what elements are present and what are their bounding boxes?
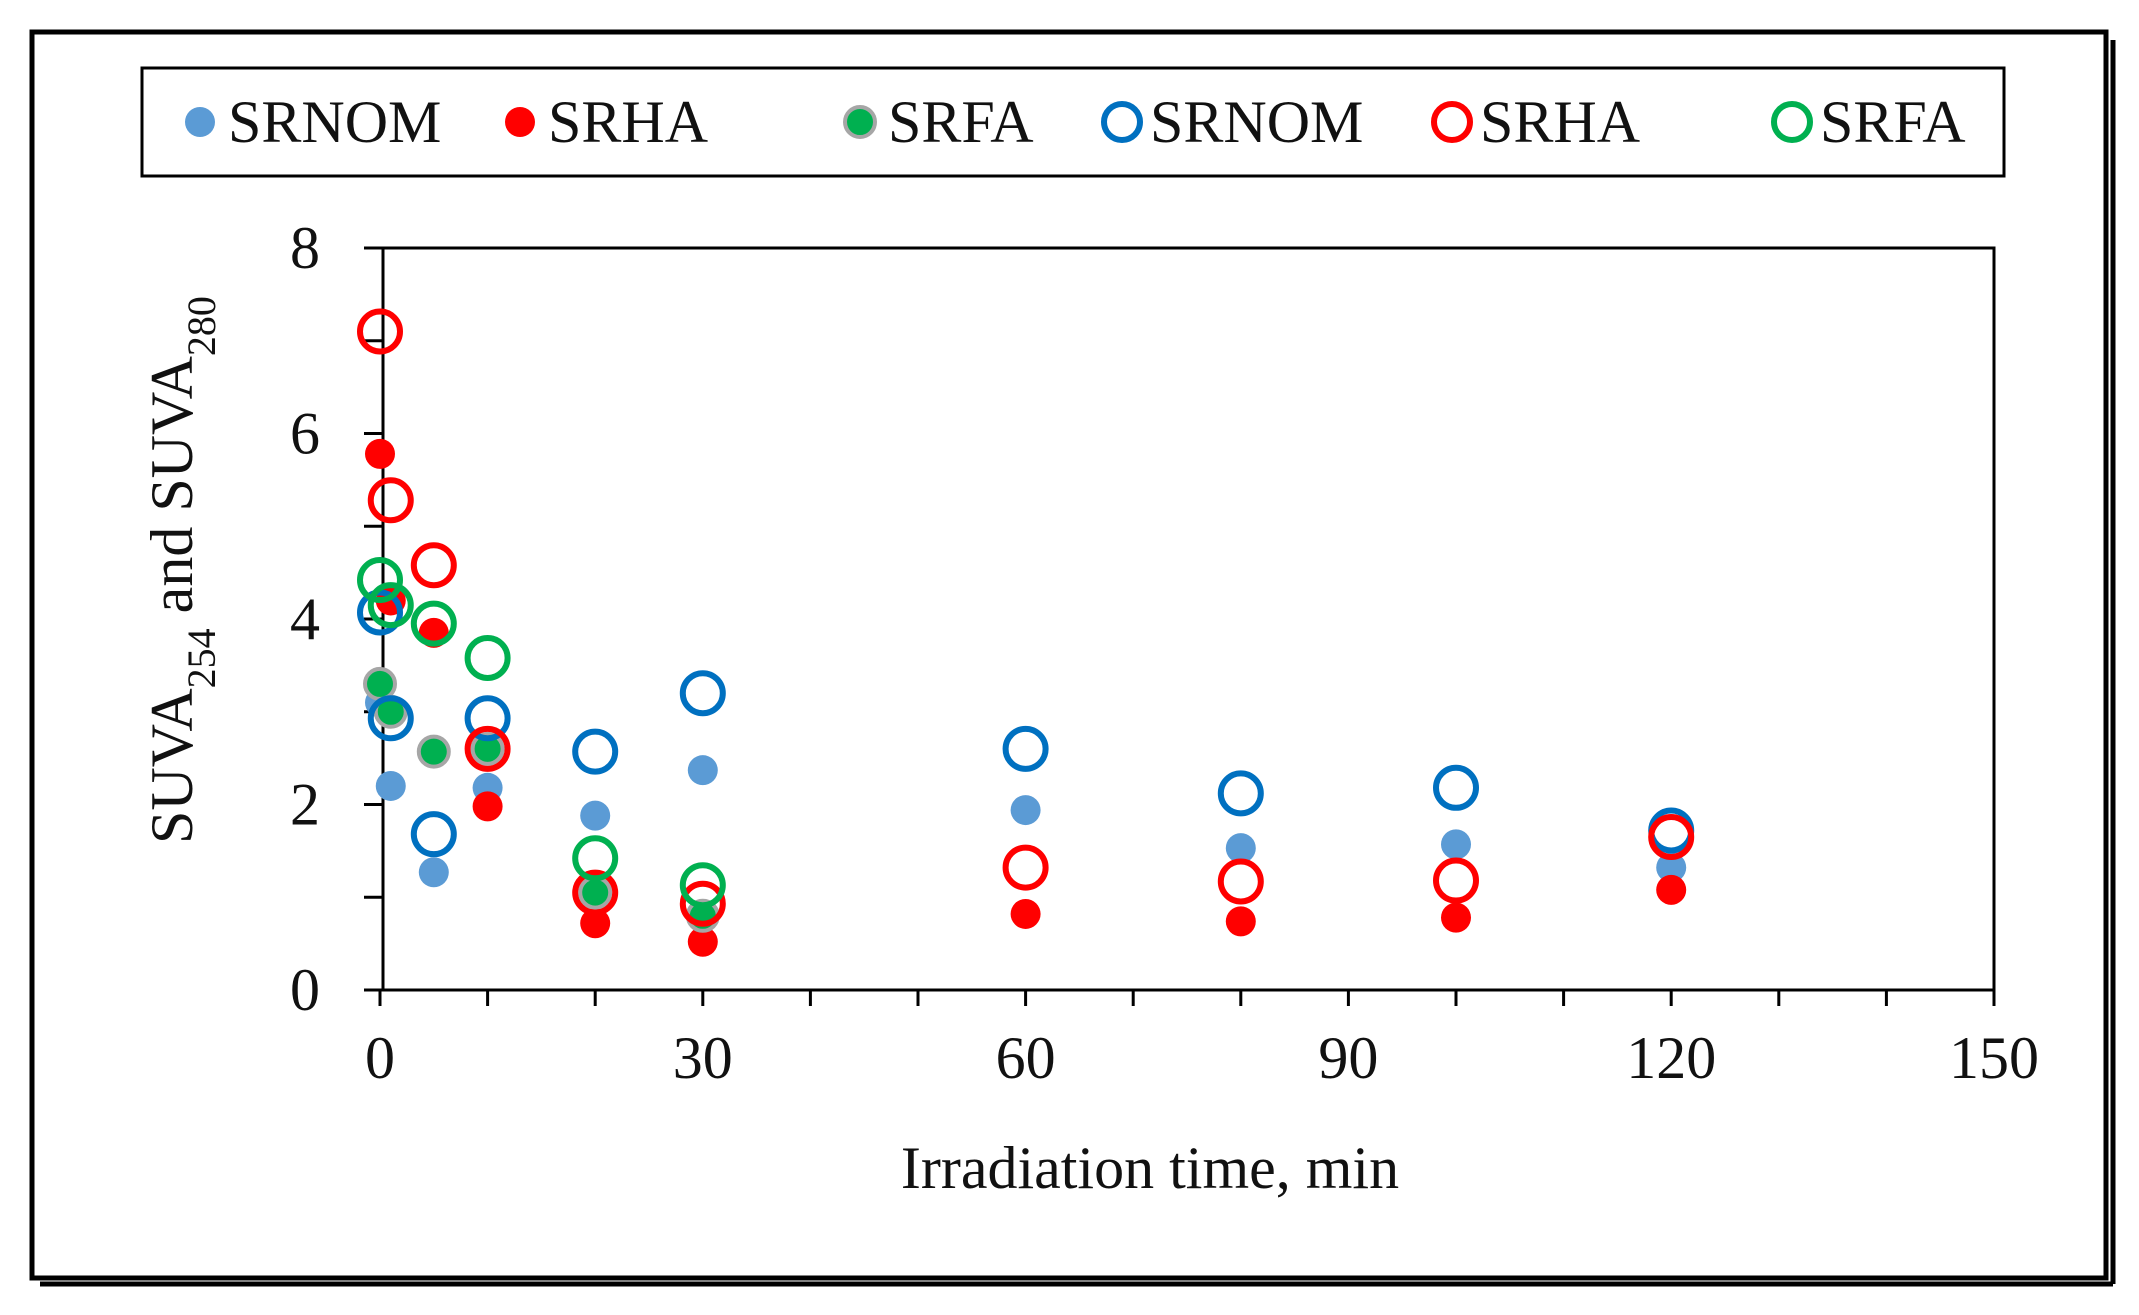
- data-point: [410, 811, 457, 858]
- data-point: [357, 589, 403, 636]
- x-tick-label: 120: [1626, 1025, 1716, 1091]
- legend-entry: SRFA: [843, 89, 1034, 155]
- x-tick-label: 150: [1949, 1025, 2039, 1091]
- data-point: [572, 728, 619, 775]
- data-point: [1441, 829, 1471, 860]
- data-point: [1010, 795, 1041, 826]
- data-point: [365, 438, 395, 469]
- data-point: [472, 791, 503, 822]
- data-point: [464, 695, 511, 742]
- y-tick-label: 6: [290, 401, 320, 467]
- legend-label: SRHA: [1480, 89, 1640, 155]
- data-point: [375, 770, 406, 801]
- x-tick-label: 0: [365, 1025, 395, 1091]
- data-point: [1648, 813, 1695, 860]
- data-markers: [357, 308, 1695, 957]
- data-point: [679, 880, 726, 927]
- x-axis-title: Irradiation time, min: [901, 1135, 1399, 1201]
- data-point: [572, 869, 619, 916]
- legend-marker: [1431, 101, 1473, 143]
- data-point: [1217, 770, 1264, 817]
- x-tick-label: 90: [1318, 1025, 1378, 1091]
- legend-label: SRNOM: [1150, 89, 1363, 155]
- data-point: [572, 835, 619, 882]
- data-point: [416, 734, 451, 769]
- data-point: [1656, 852, 1687, 883]
- y-axis-title-sub-280: 280: [179, 296, 224, 356]
- data-point: [687, 926, 718, 957]
- legend-marker: [1101, 101, 1143, 143]
- axis-tick-labels: 0 30 60 90 120 150 0 2 4 6 8: [290, 215, 2039, 1091]
- data-point: [578, 875, 613, 910]
- legend-label: SRFA: [888, 89, 1034, 155]
- data-point: [410, 600, 457, 647]
- plot-area: [381, 246, 1996, 992]
- data-point: [357, 308, 403, 355]
- legend-entry: SRNOM: [185, 89, 441, 155]
- legend-entry: SRHA: [1431, 89, 1640, 155]
- y-tick-label: 8: [290, 215, 320, 281]
- legend-label: SRFA: [1820, 89, 1966, 155]
- data-point: [367, 695, 414, 742]
- legend-box: [140, 66, 2006, 178]
- data-point: [1441, 902, 1471, 933]
- data-point: [687, 755, 718, 786]
- axis-ticks: [364, 246, 1996, 1006]
- y-axis-title-part-a: SUVA: [139, 688, 205, 844]
- legend: SRNOM SRHA SRFA SRNOM SRHA SRFA: [185, 89, 1966, 155]
- data-point: [367, 477, 414, 524]
- data-point: [1225, 833, 1256, 864]
- legend-entry: SRNOM: [1101, 89, 1363, 155]
- data-point: [357, 557, 403, 604]
- legend-entry: SRFA: [1771, 89, 1966, 155]
- data-point: [580, 908, 611, 939]
- data-point: [470, 731, 505, 766]
- x-tick-label: 60: [996, 1025, 1056, 1091]
- data-point: [580, 800, 611, 831]
- legend-marker: [185, 107, 215, 137]
- data-point: [679, 862, 726, 909]
- data-point: [367, 582, 414, 629]
- data-point: [1433, 857, 1479, 904]
- data-point: [418, 857, 449, 888]
- data-point: [1002, 725, 1049, 772]
- legend-label: SRNOM: [228, 89, 441, 155]
- y-tick-label: 2: [290, 772, 320, 838]
- data-point: [1002, 844, 1049, 891]
- series-srha-open: [357, 308, 1695, 927]
- series-srfa-filled: [363, 666, 720, 933]
- data-point: [363, 666, 397, 701]
- data-point: [1656, 874, 1687, 905]
- data-point: [464, 725, 511, 772]
- x-tick-label: 30: [673, 1025, 733, 1091]
- legend-marker: [1771, 101, 1813, 143]
- y-axis-title: SUVA254 and SUVA280: [139, 296, 224, 844]
- y-axis-title-sub-254: 254: [179, 628, 224, 688]
- series-srfa-open: [357, 557, 726, 909]
- legend-marker: [505, 107, 535, 137]
- data-point: [1217, 858, 1264, 905]
- y-tick-label: 4: [290, 586, 320, 652]
- data-point: [1433, 764, 1479, 811]
- legend-marker: [843, 105, 877, 139]
- data-point: [679, 670, 726, 717]
- data-point: [464, 634, 511, 681]
- data-point: [1010, 898, 1041, 929]
- legend-label: SRHA: [548, 89, 708, 155]
- y-tick-label: 0: [290, 957, 320, 1023]
- legend-entry: SRHA: [505, 89, 708, 155]
- data-point: [410, 542, 457, 589]
- data-point: [1225, 906, 1256, 937]
- y-axis-title-mid: and SUVA: [139, 356, 205, 628]
